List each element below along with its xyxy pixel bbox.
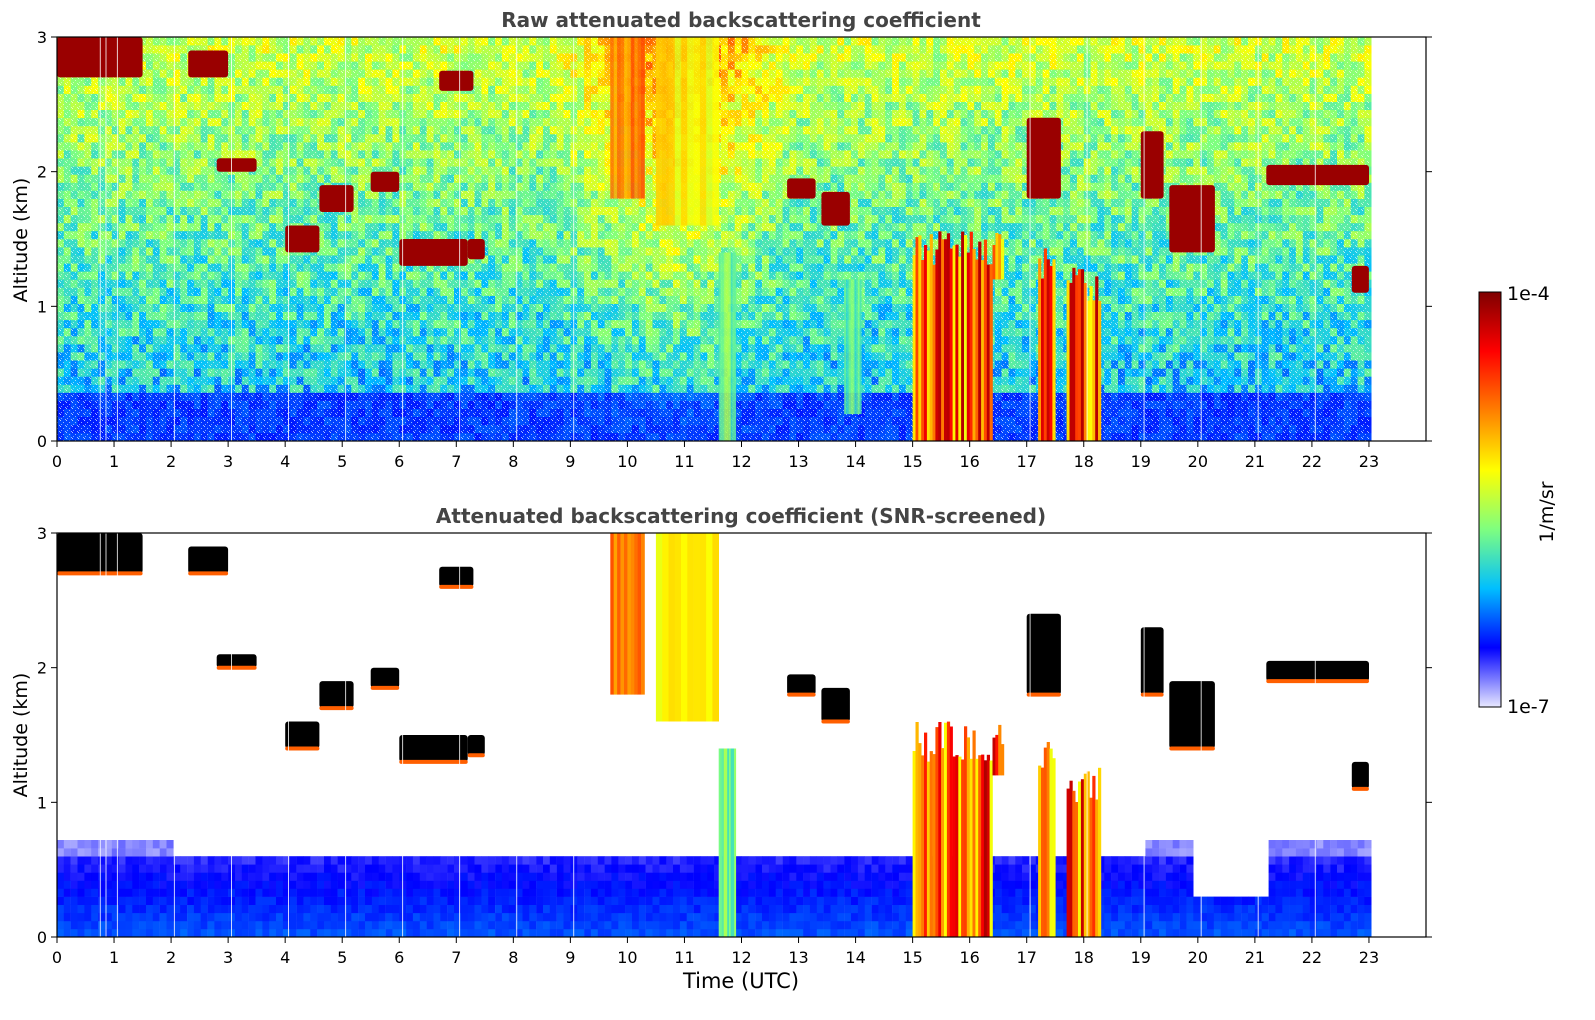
plot-area (57, 37, 1372, 442)
y-axis-label: Altitude (km) (10, 178, 32, 303)
chart-title: Raw attenuated backscattering coefficien… (501, 8, 981, 32)
raw-backscatter-panel: Raw attenuated backscattering coefficien… (10, 8, 1432, 471)
